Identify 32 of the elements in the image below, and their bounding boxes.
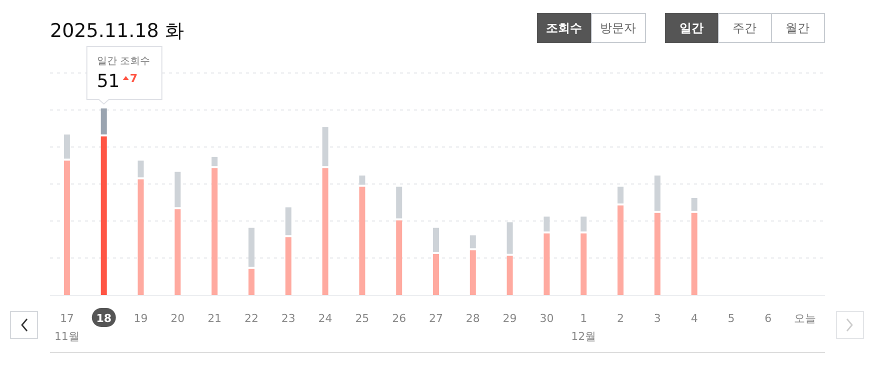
text: 일간 조회수 [96, 56, 150, 67]
x-tick-label: 18 [96, 312, 112, 325]
x-tick-label: 17 [60, 312, 74, 325]
x-tick-label: 30 [540, 312, 554, 325]
text: 51 [96, 71, 120, 92]
x-tick-label: 5 [728, 312, 735, 325]
text: 월간 [786, 21, 810, 35]
x-tick-label: 23 [281, 312, 296, 325]
x-tick-label: 3 [654, 312, 661, 325]
x-tick-label: 26 [392, 312, 406, 325]
x-tick-label: 오늘 [794, 312, 816, 325]
text: 7 [130, 72, 138, 85]
x-tick-label: 19 [134, 312, 148, 325]
text: 방문자 [600, 21, 636, 35]
x-tick-label: 27 [429, 312, 443, 325]
x-tick-label: 28 [466, 312, 480, 325]
text: 일간 [680, 21, 704, 35]
x-tick-label: 24 [318, 312, 332, 325]
x-tick-label: 25 [355, 312, 370, 325]
chart-title: 2025.11.18 화 [50, 20, 184, 42]
x-tick-label: 20 [170, 312, 185, 325]
x-tick-label: 6 [764, 312, 772, 325]
x-tick-label: 1 [580, 312, 588, 325]
x-tick-label: 4 [690, 312, 698, 325]
text: 조회수 [546, 21, 582, 35]
text: 주간 [732, 21, 756, 35]
text: 11월 [54, 330, 80, 343]
x-tick-label: 2 [617, 312, 624, 325]
x-tick-label: 22 [244, 312, 258, 325]
x-tick-label: 29 [502, 312, 517, 325]
text: 12월 [571, 330, 596, 343]
x-tick-label: 21 [208, 312, 222, 325]
